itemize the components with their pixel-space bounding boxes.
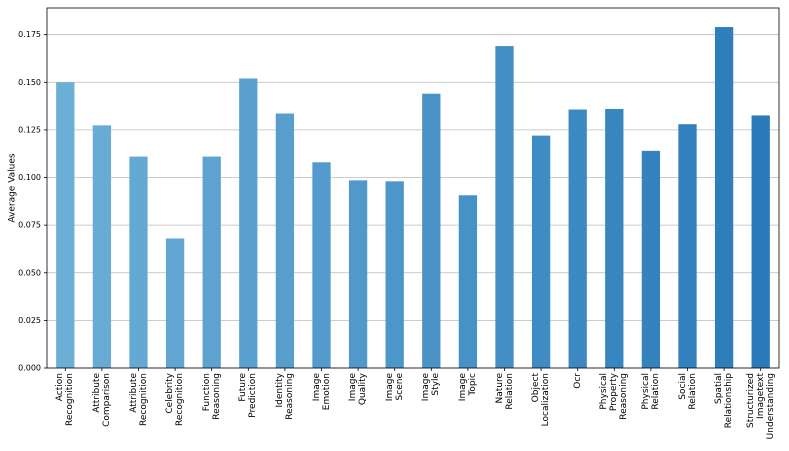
bar <box>714 27 734 369</box>
x-tick-label: Nature Relation <box>494 373 515 410</box>
bar <box>605 108 624 368</box>
x-tick-label: Image Style <box>421 373 442 402</box>
bar <box>385 181 404 368</box>
x-tick-label: Future Prediction <box>238 373 259 418</box>
x-tick-label: Object Localization <box>531 373 552 427</box>
plot-frame <box>46 7 780 369</box>
y-tick-label: 0.150 <box>18 78 41 87</box>
bar <box>92 125 112 368</box>
bar <box>495 46 514 368</box>
bar <box>348 180 368 368</box>
y-tick-label: 0.125 <box>18 125 41 134</box>
bar <box>56 82 75 369</box>
x-tick-label: Action Recognition <box>55 373 76 426</box>
y-tick-label: 0.100 <box>18 173 41 182</box>
y-tick-label: 0.175 <box>18 30 41 39</box>
bar <box>165 238 185 368</box>
y-tick-label: 0.000 <box>18 364 41 373</box>
x-tick-label: Attribute Comparison <box>91 373 112 427</box>
bar <box>275 113 295 369</box>
x-tick-label: Social Relation <box>677 373 698 410</box>
x-tick-label: Spatial Relationship <box>714 373 735 429</box>
x-tick-label: Function Reasoning <box>201 373 222 420</box>
x-tick-label: Structurized Imagetext Understanding <box>745 373 776 440</box>
bar <box>641 150 661 368</box>
x-tick-label: Identity Reasoning <box>274 373 295 420</box>
x-tick-label: Image Quality <box>348 373 369 406</box>
y-tick-label: 0.075 <box>18 221 41 230</box>
bar <box>458 195 478 368</box>
x-tick-label: Celebrity Recognition <box>165 373 186 426</box>
x-tick-label: Image Emotion <box>311 373 332 411</box>
y-tick-label: 0.050 <box>18 268 41 277</box>
y-axis-title: Average Values <box>8 153 18 223</box>
x-tick-label: Image Scene <box>384 373 405 402</box>
x-tick-label: Physical Property Reasoning <box>599 373 630 420</box>
x-tick-label: Image Topic <box>457 373 478 402</box>
bar <box>678 124 697 368</box>
bar <box>239 78 258 368</box>
x-tick-label: Attribute Recognition <box>128 373 149 426</box>
bar <box>202 156 221 368</box>
y-tick-label: 0.025 <box>18 316 41 325</box>
bar <box>531 135 551 368</box>
bar <box>422 93 441 368</box>
bar <box>312 162 331 368</box>
x-tick-label: Physical Relation <box>640 373 661 410</box>
bar <box>568 109 587 369</box>
bar <box>751 115 770 368</box>
bar <box>129 156 148 368</box>
x-tick-label: Ocr <box>572 373 583 389</box>
